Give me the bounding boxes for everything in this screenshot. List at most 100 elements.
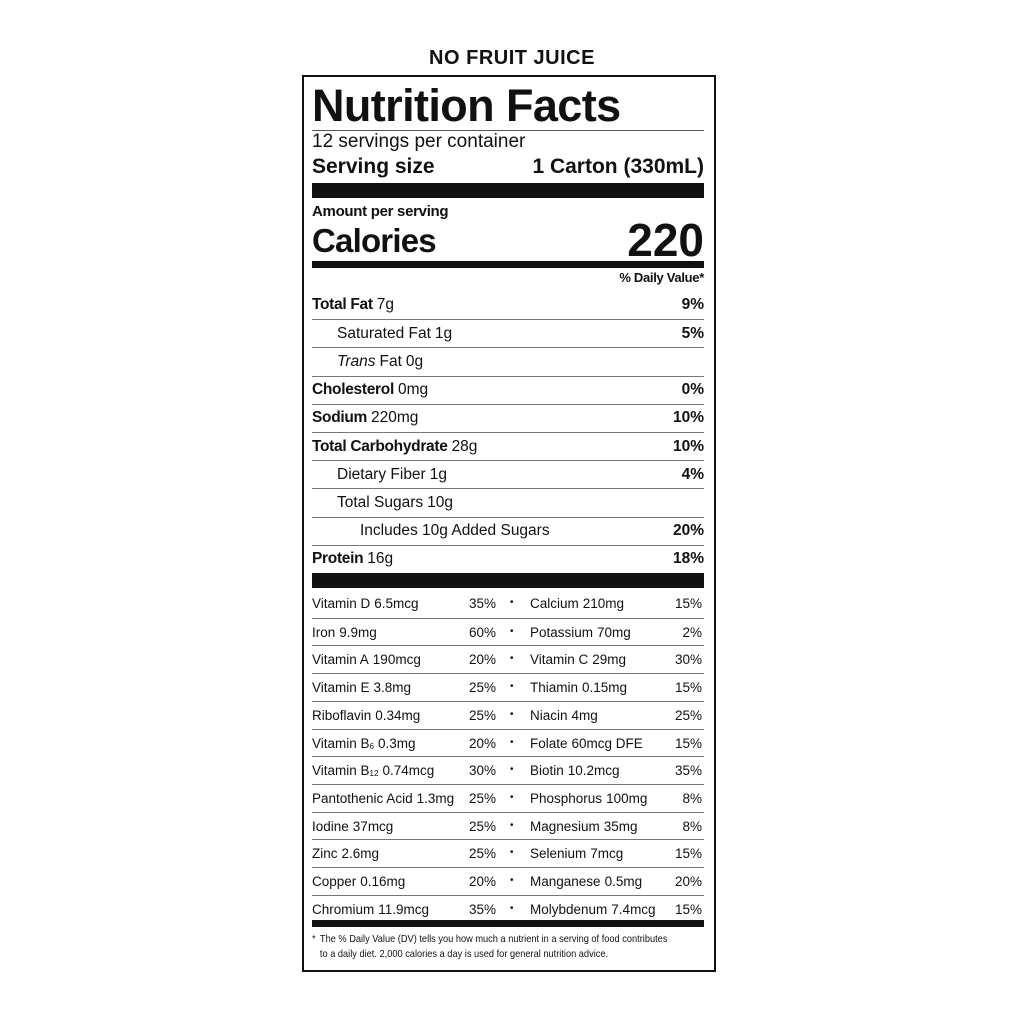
vitamin-entry: Vitamin D 6.5mcg bbox=[312, 596, 419, 611]
vitamin-dv: 30% bbox=[468, 763, 496, 779]
vitamin-subscript: 12 bbox=[369, 769, 379, 779]
vitamin-dv: 2% bbox=[682, 624, 702, 640]
vitamin-row: Zinc 2.6mg 25% Selenium 7mcg 15% • bbox=[312, 839, 704, 867]
vitamin-entry: Phosphorus 100mg bbox=[530, 791, 647, 806]
vitamin-entry: Vitamin C 29mg bbox=[530, 652, 626, 667]
nutrient-amount: 220mg bbox=[371, 409, 419, 427]
nutrient-row: Protein 16g 18% bbox=[312, 544, 704, 573]
footnote-line: The % Daily Value (DV) tells you how muc… bbox=[319, 933, 668, 945]
vitamin-entry: Copper 0.16mg bbox=[312, 874, 405, 889]
vitamin-row: Chromium 11.9mcg 35% Molybdenum 7.4mcg 15% • bbox=[312, 894, 704, 923]
vitamin-dv: 60% bbox=[468, 624, 496, 640]
vitamin-name: Folate bbox=[530, 735, 568, 751]
footnote-marker: * bbox=[312, 933, 316, 945]
servings: 12 servings per container bbox=[312, 131, 526, 152]
calories-label: Calories bbox=[312, 222, 437, 259]
vitamin-amount: 7mcg bbox=[590, 846, 624, 862]
daily-value-header: % Daily Value* bbox=[619, 270, 704, 285]
vitamin-entry: Niacin 4mg bbox=[530, 708, 598, 723]
vitamin-subscript: 6 bbox=[369, 741, 374, 751]
nutrient-row: Total Carbohydrate 28g 10% bbox=[312, 432, 704, 460]
vitamin-name: Vitamin D bbox=[312, 596, 371, 611]
vitamin-amount: 210mg bbox=[582, 596, 625, 611]
vitamin-dv: 20% bbox=[674, 874, 702, 889]
vitamin-name: Vitamin A bbox=[312, 652, 369, 668]
nutrient-name: Sodium bbox=[312, 409, 368, 427]
vitamin-amount: 7.4mcg bbox=[611, 901, 656, 917]
vitamin-name: Magnesium bbox=[530, 818, 600, 834]
vitamin-amount: 0.74mcg bbox=[382, 763, 435, 779]
vitamin-row: Vitamin D 6.5mcg 35% Calcium 210mg 15% • bbox=[312, 590, 704, 618]
vitamin-amount: 37mcg bbox=[352, 818, 394, 834]
nutrient-name: Saturated Fat bbox=[337, 324, 431, 342]
vitamin-amount: 29mg bbox=[592, 652, 627, 668]
vitamin-row: Vitamin B6 0.3mg 20% Folate 60mcg DFE 15% • bbox=[312, 728, 704, 757]
vitamin-amount: 0.3mg bbox=[377, 735, 416, 751]
vitamin-amount: 1.3mg bbox=[416, 790, 455, 806]
vitamin-amount: 6.5mcg bbox=[374, 596, 419, 611]
vitamin-dv: 25% bbox=[468, 707, 496, 723]
nutrient-row: Saturated Fat 1g 5% bbox=[312, 319, 704, 347]
vitamin-entry: Chromium 11.9mcg bbox=[312, 902, 429, 917]
vitamin-dv: 35% bbox=[674, 763, 702, 779]
vitamin-dv: 15% bbox=[674, 846, 702, 862]
nutrient-amount: 0g bbox=[405, 352, 424, 370]
vitamin-entry: Thiamin 0.15mg bbox=[530, 680, 627, 695]
nutrient-amount: 0mg bbox=[397, 381, 429, 399]
vitamin-entry: Biotin 10.2mcg bbox=[530, 763, 620, 778]
calories-value: 220 bbox=[627, 214, 704, 266]
column-separator: • bbox=[510, 847, 514, 859]
vitamin-dv: 20% bbox=[468, 652, 496, 668]
vitamin-entry: Manganese 0.5mg bbox=[530, 874, 642, 889]
vitamin-amount: 0.5mg bbox=[604, 874, 643, 889]
header: NO FRUIT JUICE bbox=[429, 47, 595, 69]
nutrient-name: Includes 10g Added Sugars bbox=[360, 522, 550, 540]
vitamin-amount: 9.9mg bbox=[339, 624, 377, 640]
vitamin-name: Riboflavin bbox=[312, 707, 372, 723]
nutrient-row: Total Fat 7g 9% bbox=[312, 291, 704, 319]
nutrient-amount: 1g bbox=[434, 324, 453, 342]
vitamin-name: Vitamin B bbox=[312, 763, 370, 779]
vitamin-name: Zinc bbox=[312, 846, 338, 862]
vitamin-row: Copper 0.16mg 20% Manganese 0.5mg 20% • bbox=[312, 867, 704, 895]
vitamin-amount: 35mg bbox=[603, 818, 638, 834]
column-separator: • bbox=[510, 653, 514, 665]
vitamin-dv: 30% bbox=[674, 652, 702, 668]
vitamin-name: Iron bbox=[312, 624, 336, 640]
nutrient-dv: 20% bbox=[672, 522, 704, 540]
nutrient-name: Total Fat bbox=[312, 296, 373, 313]
nutrient-dv: 10% bbox=[672, 437, 704, 455]
vitamin-name: Molybdenum bbox=[530, 901, 608, 917]
vitamin-entry: Potassium 70mg bbox=[530, 625, 631, 640]
vitamin-name: Manganese bbox=[530, 874, 601, 889]
vitamin-name: Thiamin bbox=[530, 680, 579, 696]
vitamin-name: Phosphorus bbox=[530, 790, 603, 806]
vitamin-amount: 70mg bbox=[597, 624, 631, 640]
footnote: * The % Daily Value (DV) tells you how m… bbox=[312, 932, 699, 962]
vitamin-entry: Zinc 2.6mg bbox=[312, 846, 379, 861]
nutrient-row: Dietary Fiber 1g 4% bbox=[312, 460, 704, 488]
vitamin-dv: 15% bbox=[674, 901, 702, 917]
thick-bar bbox=[312, 573, 704, 588]
nutrient-name: Protein bbox=[312, 550, 364, 568]
vitamin-row: Riboflavin 0.34mg 25% Niacin 4mg 25% • bbox=[312, 700, 704, 729]
vitamin-dv: 20% bbox=[468, 874, 496, 889]
vitamin-entry: Folate 60mcg DFE bbox=[530, 736, 643, 751]
nutrient-dv: 0% bbox=[681, 381, 704, 399]
vitamin-dv: 25% bbox=[468, 790, 496, 806]
vitamin-amount: 2.6mg bbox=[341, 846, 380, 862]
vitamin-entry: Iodine 37mcg bbox=[312, 819, 393, 834]
nutrient-dv: 9% bbox=[681, 296, 704, 313]
nutrient-name-italic: Trans bbox=[337, 352, 376, 370]
vitamin-name: Vitamin B bbox=[312, 735, 370, 751]
medium-bar bbox=[312, 920, 704, 927]
vitamin-name: Copper bbox=[312, 874, 357, 889]
vitamin-entry: Calcium 210mg bbox=[530, 596, 624, 611]
vitamin-name: Pantothenic Acid bbox=[312, 790, 413, 806]
vitamin-row: Pantothenic Acid 1.3mg 25% Phosphorus 100mg 8… bbox=[312, 783, 704, 812]
nutrient-dv: 10% bbox=[672, 409, 704, 427]
vitamin-row: Vitamin E 3.8mg 25% Thiamin 0.15mg 15% • bbox=[312, 673, 704, 701]
thick-bar bbox=[312, 183, 704, 198]
nutrient-amount: 28g bbox=[451, 437, 478, 455]
medium-bar bbox=[312, 261, 704, 268]
